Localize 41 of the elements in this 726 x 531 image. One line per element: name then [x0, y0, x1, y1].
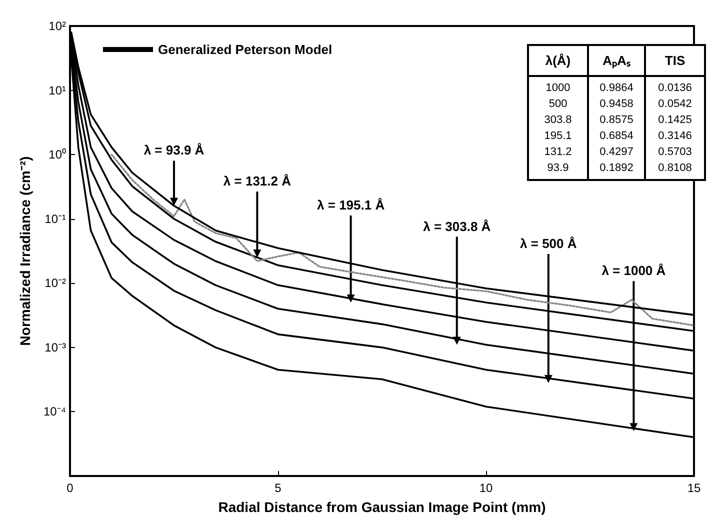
annotation: 0.1425 [658, 114, 692, 126]
y-tick-label: 10⁻³ [44, 340, 66, 354]
x-tick-label: 0 [66, 481, 74, 495]
legend-label: Generalized Peterson Model [158, 42, 332, 57]
y-axis-title: Normalized Irradiance (cm⁻²) [17, 156, 33, 346]
x-tick-label: 5 [274, 481, 282, 495]
x-tick-label: 10 [479, 481, 493, 495]
annotation: 0.6854 [600, 130, 634, 142]
annotation: λ = 303.8 Å [423, 218, 492, 234]
annotation: 0.8575 [600, 114, 634, 126]
annotation: λ(Å) [545, 53, 571, 68]
annotation: λ = 1000 Å [602, 263, 666, 278]
annotation: λ = 195.1 Å [317, 197, 386, 212]
annotation: 0.3146 [658, 130, 692, 142]
annotation: 0.8108 [658, 162, 692, 174]
annotation: 0.5703 [658, 146, 692, 158]
x-axis-title: Radial Distance from Gaussian Image Point (mm) [218, 499, 546, 515]
y-tick-label: 10² [48, 19, 66, 33]
annotation: TIS [664, 53, 686, 68]
annotation: 0.9458 [600, 98, 634, 110]
annotation: 195.1 [544, 130, 572, 142]
annotation: 0.9864 [600, 82, 634, 94]
annotation: λ = 131.2 Å [223, 174, 292, 189]
annotation: 500 [548, 98, 568, 110]
x-tick-label: 15 [687, 481, 701, 495]
annotation: 303.8 [544, 114, 572, 126]
y-tick-label: 10⁰ [48, 148, 66, 162]
annotation: λ = 93.9 Å [144, 142, 205, 158]
y-tick-label: 10⁻⁴ [43, 404, 66, 419]
y-tick-label: 10⁻¹ [44, 212, 66, 226]
annotation: AₚAₛ [602, 53, 630, 69]
annotation: λ = 500 Å [520, 236, 578, 251]
annotation: 93.9 [547, 162, 569, 174]
y-tick-label: 10⁻² [44, 276, 66, 290]
annotation: 0.0542 [658, 98, 692, 110]
annotation: 0.0136 [658, 82, 692, 94]
y-tick-label: 10¹ [48, 83, 66, 98]
annotation: 0.4297 [600, 146, 634, 158]
annotation: 0.1892 [600, 162, 634, 174]
annotation: 131.2 [544, 146, 572, 158]
annotation: 1000 [546, 82, 570, 94]
